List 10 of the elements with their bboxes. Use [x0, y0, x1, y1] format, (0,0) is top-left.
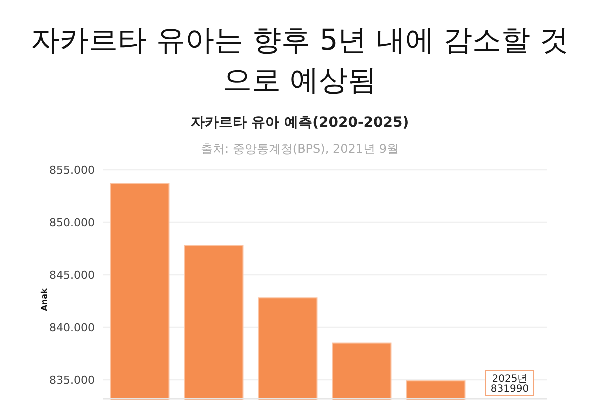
y-tick-label: 850.000 — [50, 216, 95, 230]
chart-subtitle: 자카르타 유아 예측(2020-2025) — [190, 114, 410, 132]
annotation: 2025년 831990 — [490, 374, 530, 395]
y-tick-label: 835.000 — [50, 374, 95, 388]
y-tick-label: 855.000 — [50, 164, 95, 177]
source-note: 출처: 중앙통계청(BPS), 2021년 9월 — [200, 141, 400, 158]
chart-title: 자카르타 유아는 향후 5년 내에 감소할 것으로 예상됨 — [30, 22, 570, 99]
y-tick-label: 840.000 — [50, 322, 95, 335]
y-tick-label: 845.000 — [50, 269, 95, 282]
y-axis-title: Anak — [40, 288, 49, 312]
